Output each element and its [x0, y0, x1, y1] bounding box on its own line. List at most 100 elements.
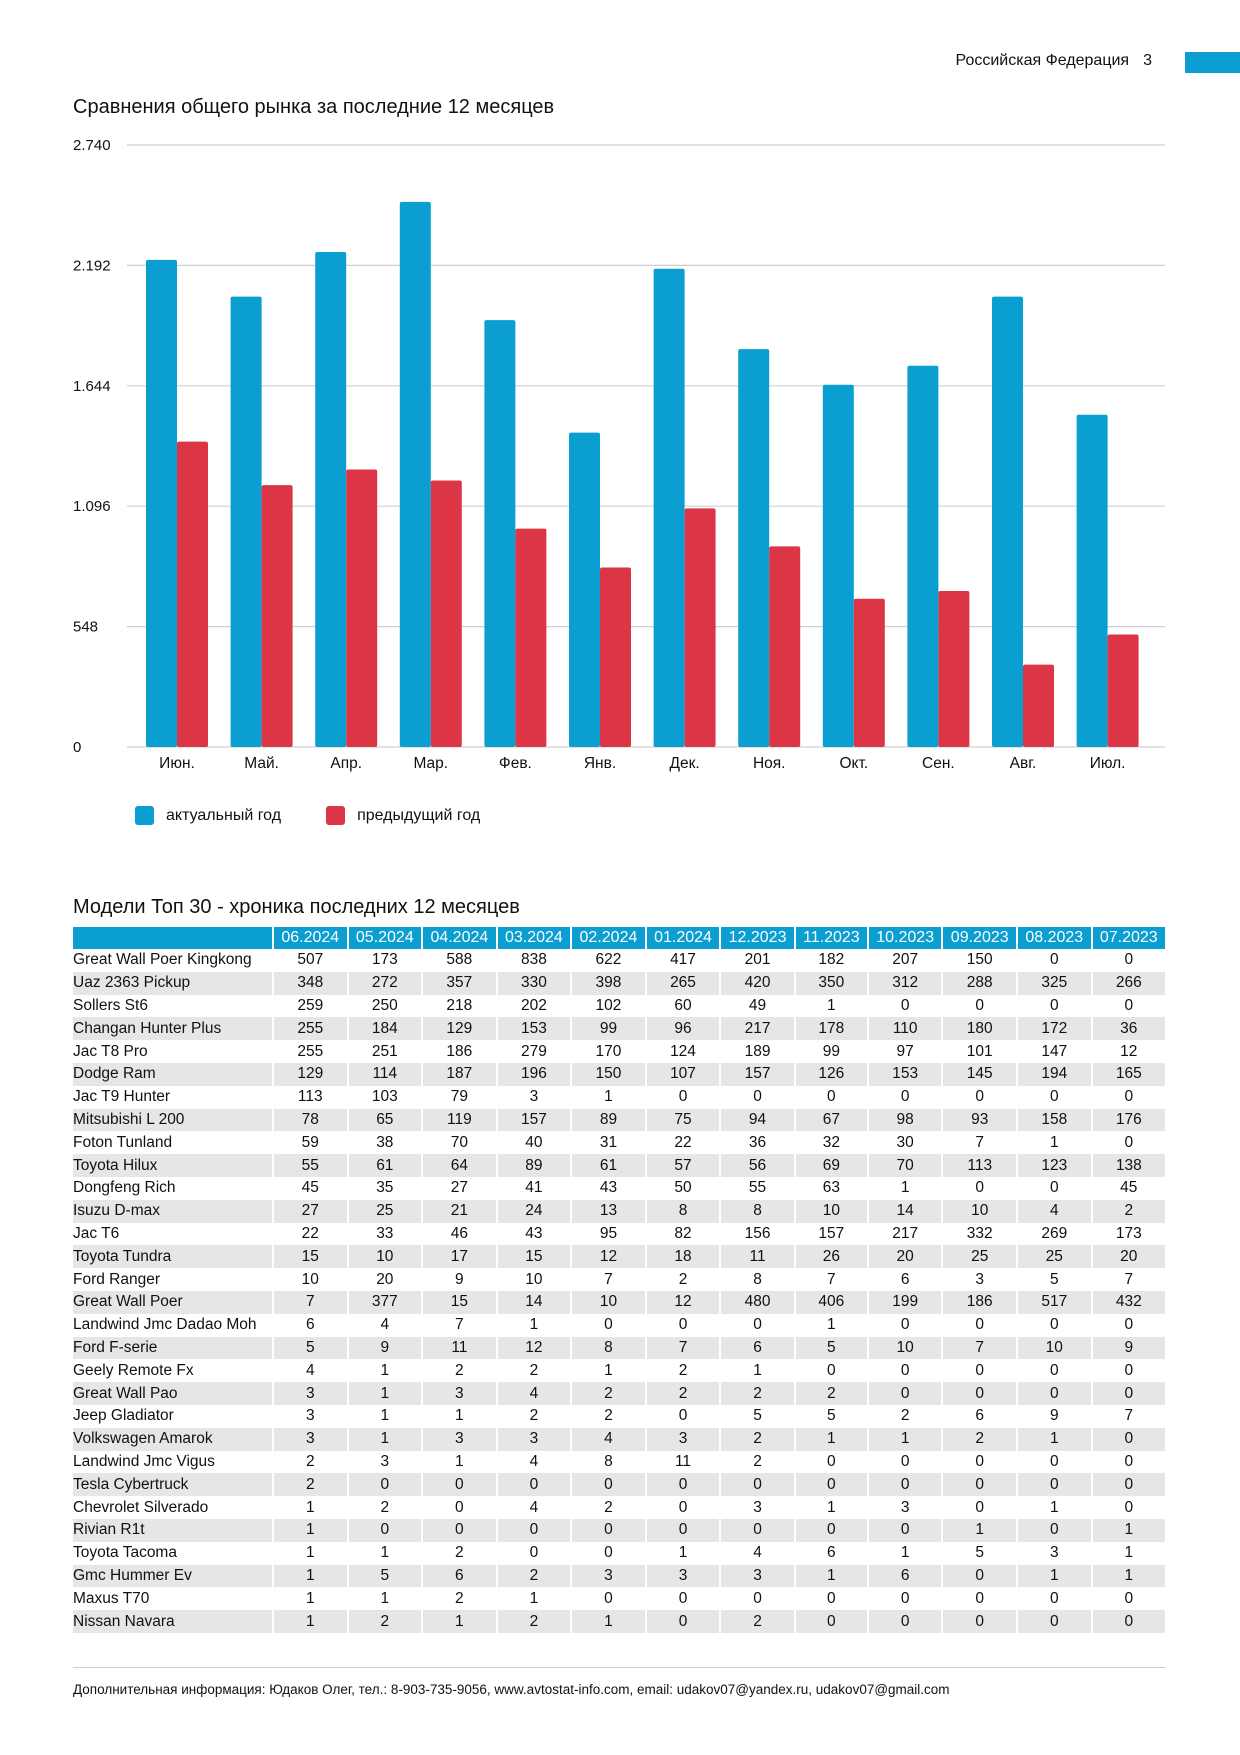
table-cell: 2 [570, 1404, 646, 1428]
table-cell: 6 [272, 1313, 348, 1337]
table-cell: 1 [272, 1610, 348, 1633]
table-cell: 82 [644, 1222, 721, 1246]
table-cell: 7 [941, 1336, 1017, 1360]
table-cell: 22 [644, 1131, 721, 1155]
table-cell: 348 [272, 971, 348, 995]
table-cell: 2 [495, 1404, 572, 1428]
model-name: Tesla Cybertruck [73, 1473, 273, 1497]
table-cell: 0 [570, 1587, 646, 1611]
table-cell: 1 [866, 1541, 943, 1565]
table-cell: 17 [421, 1245, 497, 1269]
table-cell: 0 [1016, 994, 1092, 1018]
table-cell: 325 [1016, 971, 1092, 995]
model-name: Dongfeng Rich [73, 1179, 176, 1197]
table-cell: 8 [719, 1268, 795, 1291]
table-cell: 1 [346, 1404, 423, 1428]
table-row: Foton Tunland 59 38 70 40 31 22 36 32 30 7 1 0 [73, 1131, 1165, 1155]
table-cell: 124 [644, 1040, 721, 1063]
table-cell: 0 [495, 1518, 572, 1542]
table-cell: 45 [272, 1176, 348, 1200]
table-cell: 172 [1016, 1017, 1092, 1041]
table-cell: 67 [793, 1108, 868, 1132]
table-cell: 0 [1090, 1587, 1165, 1611]
footer-contact: Дополнительная информация: Юдаков Олег, … [73, 1682, 950, 1697]
table-cell: 1 [1016, 1496, 1092, 1519]
table-cell: 1 [495, 1313, 572, 1337]
table-cell: 3 [570, 1564, 646, 1588]
x-tick-label: Янв. [584, 755, 616, 772]
model-name: Volkswagen Amarok [73, 1427, 273, 1451]
table-cell: 2 [421, 1359, 497, 1383]
table-cell: 8 [570, 1336, 646, 1360]
table-cell: 4 [1016, 1199, 1092, 1223]
table-cell: 0 [793, 1587, 868, 1611]
table-cell: 201 [719, 949, 795, 972]
table-cell: 147 [1016, 1040, 1092, 1063]
table-cell: 1 [941, 1518, 1017, 1542]
table-cell: 3 [644, 1427, 721, 1451]
bar-current-year [230, 296, 262, 747]
table-row: Landwind Jmc Dadao Moh 6 4 7 1 0 0 0 1 0 0 0 0 [73, 1313, 1165, 1337]
table-cell: 1 [272, 1541, 348, 1565]
x-tick-label: Авг. [1010, 755, 1037, 772]
table-cell: 1 [719, 1359, 795, 1383]
table-cell: 3 [644, 1564, 721, 1588]
table-cell: 31 [570, 1131, 646, 1155]
table-cell: 0 [1016, 949, 1092, 972]
table-cell: 96 [644, 1017, 721, 1041]
table-cell: 70 [421, 1131, 497, 1155]
table-cell: 2 [866, 1404, 943, 1428]
table-cell: 153 [495, 1017, 572, 1041]
table-cell: 398 [570, 971, 646, 995]
table-cell: 12 [570, 1245, 646, 1269]
models-table: 06.2024 05.2024 04.2024 03.2024 02.2024 01.20… [73, 927, 1165, 1633]
table-cell: 59 [272, 1131, 348, 1155]
column-header: 03.2024 [495, 927, 572, 949]
table-cell: 10 [866, 1336, 943, 1360]
table-row: Rivian R1t 1 0 0 0 0 0 0 0 0 1 0 1 [73, 1518, 1165, 1542]
table-cell: 10 [941, 1199, 1017, 1223]
x-tick-label: Мар. [413, 755, 448, 772]
table-cell: 165 [1090, 1062, 1165, 1086]
table-cell: 255 [272, 1040, 348, 1063]
table-row: Nissan Navara 1 2 1 2 1 0 2 0 0 0 0 0 [73, 1610, 1165, 1633]
table-cell: 55 [719, 1176, 795, 1200]
table-cell: 0 [495, 1473, 572, 1497]
table-cell: 3 [719, 1564, 795, 1588]
table-cell: 119 [421, 1108, 497, 1132]
table-cell: 0 [866, 1587, 943, 1611]
y-tick-label: 0 [73, 739, 81, 756]
table-cell: 5 [272, 1336, 348, 1360]
table-cell: 2 [272, 1450, 348, 1474]
table-cell: 0 [570, 1313, 646, 1337]
table-cell: 113 [272, 1085, 348, 1109]
table-cell: 99 [570, 1017, 646, 1041]
table-cell: 1 [495, 1587, 572, 1611]
table-cell: 150 [941, 949, 1017, 972]
table-cell: 15 [272, 1245, 348, 1269]
x-tick-label: Июн. [159, 755, 195, 772]
table-cell: 40 [495, 1131, 572, 1155]
table-cell: 70 [866, 1154, 943, 1177]
table-cell: 4 [272, 1359, 348, 1383]
x-tick-label: Сен. [922, 755, 955, 772]
table-cell: 45 [1090, 1176, 1165, 1200]
table-cell: 0 [570, 1541, 646, 1565]
table-cell: 0 [719, 1518, 795, 1542]
table-cell: 1 [570, 1085, 646, 1109]
table-cell: 0 [941, 1176, 1017, 1200]
table-row: Landwind Jmc Vigus 2 3 1 4 8 11 2 0 0 0 0 0 [73, 1450, 1165, 1474]
table-cell: 9 [1016, 1404, 1092, 1428]
model-name: Jac T6 [73, 1224, 120, 1242]
table-cell: 279 [495, 1040, 572, 1063]
table-row: Gmc Hummer Ev 1 5 6 2 3 3 3 1 6 0 1 1 [73, 1564, 1165, 1588]
table-row: Dodge Ram 129 114 187 196 150 107 157 126 153 145 1… [73, 1062, 1165, 1086]
bar-current-year [738, 349, 770, 747]
bar-previous-year [684, 508, 716, 747]
table-cell: 269 [1016, 1222, 1092, 1246]
model-name: Jeep Gladiator [73, 1407, 174, 1425]
table-cell: 1 [866, 1176, 943, 1200]
table-cell: 50 [644, 1176, 721, 1200]
table-cell: 187 [421, 1062, 497, 1086]
table-cell: 0 [1090, 1359, 1165, 1383]
